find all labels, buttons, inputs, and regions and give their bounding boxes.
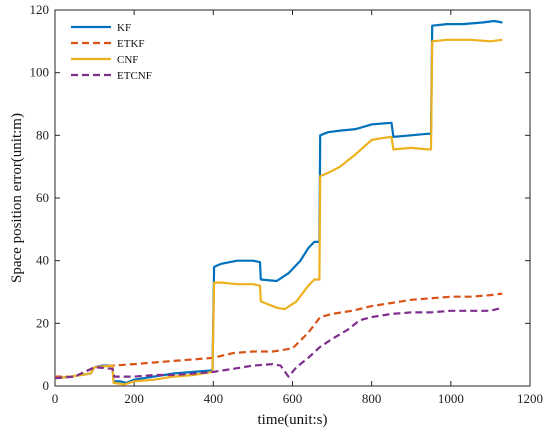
axes: 0 200 400 600 800 1000 1200 0 20 40 60 80 100 120 time…: [9, 2, 543, 428]
y-axis-title: Space position error(unit:m): [9, 113, 25, 283]
series-lines: [54, 19, 503, 386]
x-tick-label: 600: [283, 391, 303, 406]
series-line-kf: [54, 19, 503, 384]
x-tick-label: 800: [362, 391, 382, 406]
legend-label: ETKF: [117, 38, 145, 50]
legend-label: ETCNF: [117, 70, 152, 82]
legend: KF ETKF CNF ETCNF: [71, 22, 152, 82]
y-tick-label: 0: [43, 378, 50, 393]
x-tick-label: 200: [124, 391, 144, 406]
legend-label: CNF: [117, 54, 138, 66]
series-line-etcnf: [54, 306, 503, 380]
x-tick-label: 1000: [438, 391, 464, 406]
legend-label: KF: [117, 22, 131, 34]
y-tick-label: 80: [36, 127, 49, 142]
y-tick-label: 100: [30, 65, 50, 80]
y-tick-label: 20: [36, 315, 49, 330]
x-tick-label: 0: [52, 391, 59, 406]
y-tick-label: 40: [36, 253, 49, 268]
x-tick-label: 400: [204, 391, 224, 406]
x-axis-title: time(unit:s): [258, 412, 328, 428]
y-tick-label: 120: [30, 2, 50, 17]
series-line-cnf: [54, 38, 503, 386]
plot-frame: [54, 9, 531, 387]
y-tick-label: 60: [36, 190, 49, 205]
series-line-etkf: [55, 292, 503, 378]
x-tick-label: 1200: [517, 391, 543, 406]
